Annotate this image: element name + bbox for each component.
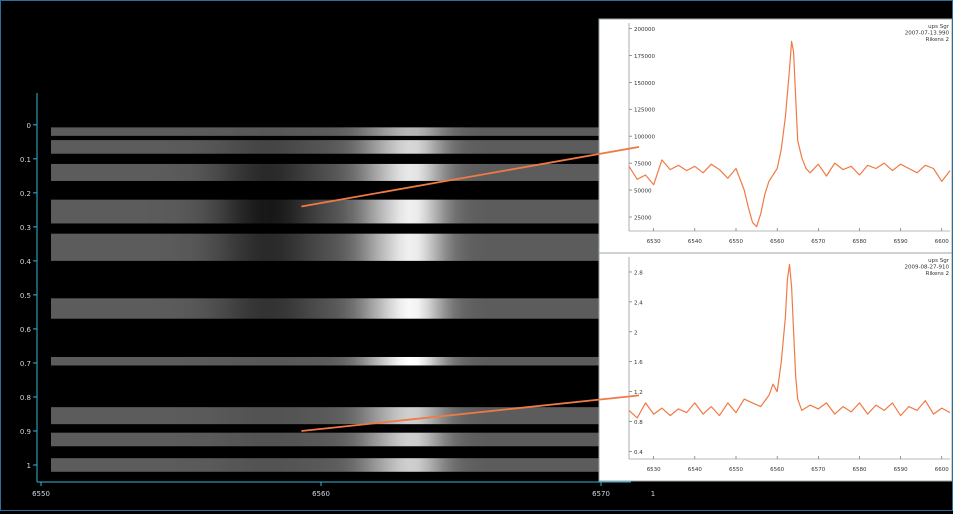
- phase-strip: [51, 199, 601, 224]
- x-tick-label: 6600: [935, 467, 949, 473]
- y-tick-label: 0.5: [20, 292, 31, 300]
- x-tick-label: 1: [651, 490, 655, 498]
- phase-strip: [51, 298, 601, 319]
- y-tick-label: 75000: [634, 162, 652, 168]
- x-tick-label: 6540: [688, 467, 702, 473]
- annotation-line: 2007-07-13.990: [905, 31, 950, 37]
- y-tick-label: 175000: [634, 54, 655, 60]
- annotation-line: Rikens 2: [926, 271, 949, 277]
- y-tick-label: 0.4: [20, 258, 32, 266]
- y-tick-label: 2: [634, 330, 638, 336]
- y-tick-label: 0.3: [20, 224, 31, 232]
- spectrum-panel-bottom: 0.4 0.8 1.2 1.6 2 2.4 2.8 6530 6540 6550 6560 6570 6…: [598, 252, 953, 482]
- connector-line-bottom: [301, 394, 640, 432]
- x-tick-label: 6600: [935, 239, 949, 245]
- y-tick-label: 150000: [634, 81, 655, 87]
- phase-strip: [51, 356, 601, 366]
- panel-background: [598, 252, 953, 482]
- x-tick-label: 6560: [770, 467, 784, 473]
- x-tick-label: 6560: [312, 490, 330, 498]
- y-tick-label: 0.8: [20, 394, 31, 402]
- phase-strip: [51, 458, 601, 472]
- y-tick-label: 1.6: [634, 360, 643, 366]
- y-tick-label: 0.8: [634, 420, 643, 426]
- y-tick-label: 0.6: [20, 326, 32, 334]
- y-tick-label: 200000: [634, 27, 655, 33]
- annotation-line: ups Sgr: [928, 24, 950, 30]
- y-tick-label: 2.8: [634, 270, 643, 276]
- y-tick-label: 0.9: [20, 428, 31, 436]
- phase-strip: [51, 432, 601, 447]
- phase-strip: [51, 127, 601, 136]
- x-tick-label: 6550: [32, 490, 50, 498]
- y-tick-label: 0: [27, 122, 31, 130]
- spectrum-panel-top: 25000 50000 75000 100000 125000 150000 175000 2…: [598, 18, 953, 254]
- heatmap-axes: 0 0.1 0.2 0.3 0.4 0.5 0.6 0.7 0.8 0.9 1 6550 6560 657…: [20, 93, 655, 498]
- y-tick-label: 125000: [634, 108, 655, 114]
- y-tick-label: 0.7: [20, 360, 31, 368]
- x-tick-label: 6580: [852, 467, 866, 473]
- spectrum-line: [628, 263, 951, 419]
- connector-lines: [301, 146, 640, 432]
- x-tick-label: 6550: [729, 239, 743, 245]
- x-tick-label: 6570: [811, 239, 825, 245]
- y-tick-label: 1: [27, 462, 31, 470]
- y-tick-label: 1.2: [634, 390, 643, 396]
- x-tick-label: 6590: [894, 239, 908, 245]
- y-tick-label: 2.4: [634, 300, 643, 306]
- x-tick-label: 6560: [770, 239, 784, 245]
- y-tick-label: 50000: [634, 189, 652, 195]
- phase-spectra-heatmap: [51, 127, 601, 472]
- x-tick-label: 6580: [852, 239, 866, 245]
- phase-strip: [51, 233, 601, 261]
- phase-strip: [51, 163, 601, 181]
- y-tick-label: 100000: [634, 135, 655, 141]
- phase-strip: [51, 407, 601, 425]
- x-tick-label: 6570: [811, 467, 825, 473]
- x-tick-label: 6550: [729, 467, 743, 473]
- annotation-line: Rikens 2: [926, 37, 949, 43]
- y-tick-label: 0.2: [20, 190, 31, 198]
- x-tick-label: 6540: [688, 239, 702, 245]
- x-tick-label: 6570: [592, 490, 610, 498]
- y-tick-label: 0.4: [634, 450, 643, 456]
- y-tick-label: 25000: [634, 215, 652, 221]
- x-tick-label: 6530: [647, 239, 661, 245]
- x-tick-label: 6590: [894, 467, 908, 473]
- connector-line-top: [301, 146, 640, 208]
- spectrum-line: [628, 40, 951, 228]
- annotation-line: ups Sgr: [928, 258, 950, 264]
- annotation-line: 2009-08-27-910: [905, 265, 950, 271]
- y-tick-label: 0.1: [20, 156, 31, 164]
- phase-strip: [51, 140, 601, 154]
- x-tick-label: 6530: [647, 467, 661, 473]
